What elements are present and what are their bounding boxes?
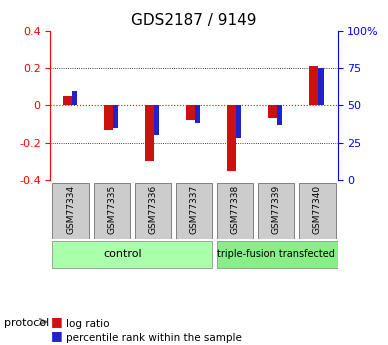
Text: protocol: protocol bbox=[4, 318, 49, 327]
Bar bbox=[318, 68, 324, 106]
FancyBboxPatch shape bbox=[94, 183, 130, 239]
FancyBboxPatch shape bbox=[258, 183, 294, 239]
Bar bbox=[186, 106, 195, 120]
Bar bbox=[72, 90, 78, 106]
Text: GSM77335: GSM77335 bbox=[107, 185, 116, 234]
Text: log ratio: log ratio bbox=[66, 319, 109, 329]
Text: GSM77339: GSM77339 bbox=[272, 185, 281, 234]
Bar bbox=[277, 106, 282, 125]
Title: GDS2187 / 9149: GDS2187 / 9149 bbox=[131, 13, 257, 29]
FancyBboxPatch shape bbox=[52, 241, 213, 268]
FancyBboxPatch shape bbox=[52, 183, 89, 239]
Bar bbox=[154, 106, 159, 135]
Text: GSM77340: GSM77340 bbox=[313, 185, 322, 234]
Text: ■: ■ bbox=[50, 315, 62, 328]
Bar bbox=[113, 106, 118, 128]
FancyBboxPatch shape bbox=[217, 241, 356, 268]
Text: control: control bbox=[103, 249, 142, 259]
Bar bbox=[236, 106, 241, 138]
Bar bbox=[104, 106, 113, 130]
Text: percentile rank within the sample: percentile rank within the sample bbox=[66, 333, 242, 343]
Text: GSM77334: GSM77334 bbox=[66, 185, 75, 234]
FancyBboxPatch shape bbox=[175, 183, 213, 239]
Bar bbox=[63, 96, 72, 106]
Text: triple-fusion transfected: triple-fusion transfected bbox=[217, 249, 335, 259]
Bar bbox=[309, 66, 318, 106]
FancyBboxPatch shape bbox=[217, 183, 253, 239]
Text: GSM77337: GSM77337 bbox=[189, 185, 199, 234]
Text: GSM77338: GSM77338 bbox=[230, 185, 239, 234]
Bar bbox=[145, 106, 154, 161]
Bar bbox=[227, 106, 236, 170]
FancyBboxPatch shape bbox=[299, 183, 336, 239]
Text: GSM77336: GSM77336 bbox=[149, 185, 158, 234]
FancyBboxPatch shape bbox=[135, 183, 171, 239]
Text: ■: ■ bbox=[50, 328, 62, 342]
Bar bbox=[268, 106, 277, 118]
Bar bbox=[195, 106, 201, 123]
